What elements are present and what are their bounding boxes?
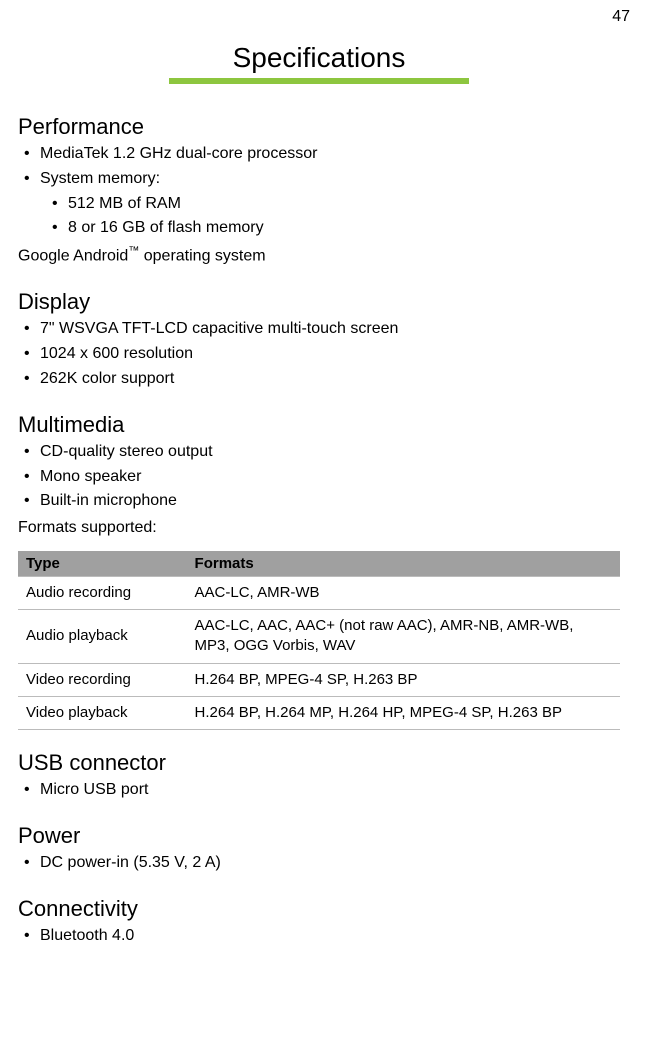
section-heading-multimedia: Multimedia [18,412,620,438]
text: operating system [139,248,265,265]
list-item: 262K color support [18,367,620,392]
list-item-label: System memory: [40,170,160,187]
list-item: 1024 x 600 resolution [18,342,620,367]
table-row: Video playback H.264 BP, H.264 MP, H.264… [18,696,620,729]
table-header-row: Type Formats [18,551,620,577]
cell-formats: AAC-LC, AAC, AAC+ (not raw AAC), AMR-NB,… [187,610,620,664]
list-item: MediaTek 1.2 GHz dual-core processor [18,142,620,167]
performance-sublist: 512 MB of RAM 8 or 16 GB of flash memory [46,192,620,242]
page-title: Specifications [18,42,620,74]
text: Google Android [18,248,128,265]
formats-table: Type Formats Audio recording AAC-LC, AMR… [18,551,620,730]
list-item: 512 MB of RAM [46,192,620,217]
section-heading-performance: Performance [18,114,620,140]
performance-postline: Google Android™ operating system [18,243,620,269]
title-block: Specifications [18,42,620,84]
performance-list: MediaTek 1.2 GHz dual-core processor Sys… [18,142,620,241]
table-row: Audio recording AAC-LC, AMR-WB [18,576,620,609]
list-item: Built-in microphone [18,489,620,514]
title-underline [169,78,469,84]
usb-list: Micro USB port [18,778,620,803]
page-number: 47 [612,8,630,26]
display-list: 7" WSVGA TFT-LCD capacitive multi-touch … [18,317,620,391]
cell-type: Audio recording [18,576,187,609]
section-heading-display: Display [18,289,620,315]
connectivity-list: Bluetooth 4.0 [18,924,620,949]
cell-type: Video playback [18,696,187,729]
cell-formats: AAC-LC, AMR-WB [187,576,620,609]
power-list: DC power-in (5.35 V, 2 A) [18,851,620,876]
list-item: Mono speaker [18,465,620,490]
list-item: System memory: 512 MB of RAM 8 or 16 GB … [18,167,620,241]
list-item: Micro USB port [18,778,620,803]
table-header-formats: Formats [187,551,620,577]
list-item: DC power-in (5.35 V, 2 A) [18,851,620,876]
cell-formats: H.264 BP, MPEG-4 SP, H.263 BP [187,663,620,696]
multimedia-list: CD-quality stereo output Mono speaker Bu… [18,440,620,514]
list-item: 8 or 16 GB of flash memory [46,216,620,241]
cell-type: Audio playback [18,610,187,664]
section-heading-usb: USB connector [18,750,620,776]
trademark-sup: ™ [128,245,139,257]
section-heading-power: Power [18,823,620,849]
list-item: Bluetooth 4.0 [18,924,620,949]
table-row: Video recording H.264 BP, MPEG-4 SP, H.2… [18,663,620,696]
list-item: CD-quality stereo output [18,440,620,465]
cell-formats: H.264 BP, H.264 MP, H.264 HP, MPEG-4 SP,… [187,696,620,729]
table-header-type: Type [18,551,187,577]
page: 47 Specifications Performance MediaTek 1… [0,0,650,961]
section-heading-connectivity: Connectivity [18,896,620,922]
multimedia-postline: Formats supported: [18,516,620,541]
table-row: Audio playback AAC-LC, AAC, AAC+ (not ra… [18,610,620,664]
cell-type: Video recording [18,663,187,696]
list-item: 7" WSVGA TFT-LCD capacitive multi-touch … [18,317,620,342]
